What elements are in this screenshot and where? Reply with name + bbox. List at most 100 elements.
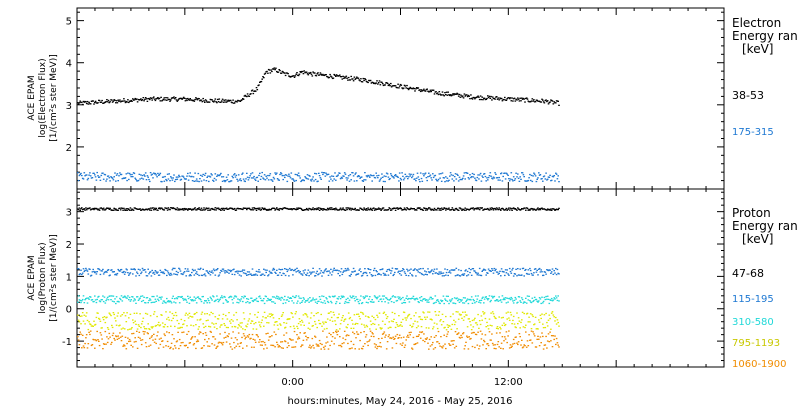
data-point	[472, 176, 475, 178]
data-point	[101, 208, 103, 210]
data-point	[182, 272, 185, 274]
data-point	[553, 338, 555, 341]
data-point	[102, 273, 105, 275]
data-point	[199, 331, 202, 334]
data-point	[504, 274, 506, 277]
data-point	[144, 342, 147, 344]
data-point	[397, 296, 399, 298]
data-point	[440, 324, 443, 326]
data-point	[375, 209, 377, 211]
data-point	[485, 98, 487, 100]
data-point	[130, 299, 132, 301]
data-point	[470, 97, 473, 99]
data-point	[415, 275, 417, 277]
data-point	[177, 99, 179, 101]
data-point	[436, 268, 438, 270]
data-point	[261, 171, 263, 174]
data-point	[387, 274, 390, 276]
data-point	[127, 295, 129, 297]
data-point	[209, 330, 212, 333]
data-point	[544, 178, 547, 180]
data-point	[522, 326, 525, 328]
data-point	[219, 174, 221, 176]
data-point	[361, 302, 364, 304]
data-point	[491, 311, 494, 313]
data-point	[162, 271, 165, 273]
data-point	[377, 338, 380, 340]
data-point	[309, 344, 311, 346]
data-point	[347, 269, 350, 271]
data-point	[102, 295, 104, 297]
data-point	[88, 174, 90, 176]
data-point	[504, 323, 507, 326]
data-point	[404, 272, 407, 275]
data-point	[287, 342, 289, 344]
data-point	[166, 99, 168, 101]
data-point	[218, 314, 221, 316]
data-point	[517, 207, 519, 209]
data-point	[322, 295, 325, 298]
data-point	[148, 273, 150, 275]
data-point	[343, 296, 345, 298]
data-point	[162, 176, 165, 178]
data-point	[142, 299, 145, 302]
data-point	[557, 208, 559, 211]
data-point	[123, 207, 125, 209]
data-point	[341, 317, 344, 319]
data-point	[117, 268, 119, 271]
data-point	[349, 174, 352, 176]
data-point	[275, 297, 277, 299]
data-point	[307, 327, 310, 329]
data-point	[350, 209, 352, 211]
data-point	[324, 175, 327, 177]
data-point	[478, 274, 480, 276]
data-point	[199, 318, 202, 320]
data-point	[254, 339, 256, 341]
data-point	[438, 209, 441, 211]
data-point	[519, 327, 521, 329]
data-point	[535, 209, 538, 211]
data-point	[239, 178, 242, 180]
data-point	[441, 300, 444, 302]
data-point	[365, 324, 368, 327]
data-point	[479, 95, 482, 97]
data-point	[155, 207, 157, 209]
data-point	[379, 208, 382, 210]
data-point	[507, 208, 509, 210]
data-point	[293, 330, 296, 333]
data-point	[502, 298, 504, 301]
data-point	[235, 174, 238, 176]
data-point	[373, 301, 375, 303]
data-point	[145, 98, 148, 100]
data-point	[107, 299, 110, 301]
data-point	[488, 318, 491, 320]
data-point	[331, 336, 334, 338]
y-tick-label: -1	[62, 337, 72, 348]
data-point	[338, 313, 340, 315]
data-point	[218, 274, 221, 276]
data-point	[170, 302, 173, 304]
data-point	[473, 300, 475, 302]
data-point	[199, 299, 202, 301]
data-point	[82, 295, 85, 297]
data-point	[178, 174, 180, 176]
data-point	[350, 273, 352, 275]
data-point	[247, 298, 250, 300]
data-point	[260, 80, 263, 83]
data-point	[267, 174, 269, 177]
data-point	[277, 274, 280, 276]
data-point	[470, 176, 472, 179]
data-point	[144, 328, 146, 330]
data-point	[322, 73, 324, 76]
data-point	[510, 346, 513, 348]
data-point	[521, 274, 523, 276]
data-point	[78, 344, 81, 346]
data-point	[352, 295, 355, 297]
data-point	[230, 337, 233, 339]
data-point	[183, 207, 186, 210]
data-point	[149, 172, 152, 174]
data-point	[134, 269, 136, 271]
data-point	[418, 334, 420, 336]
